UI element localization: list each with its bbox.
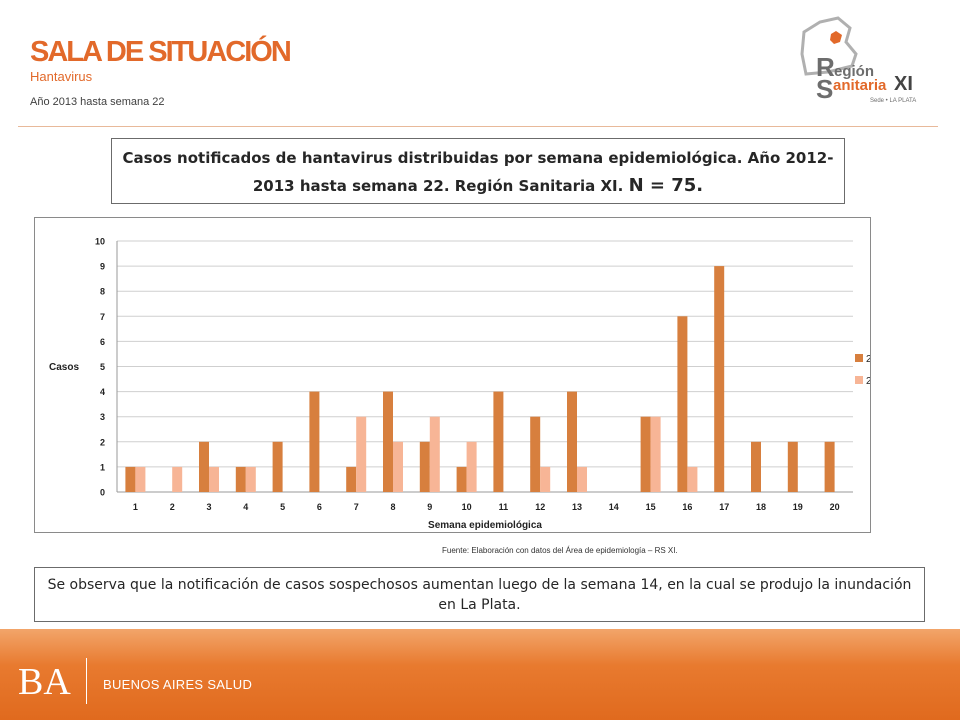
chart-legend: 2013 2012 xyxy=(855,354,870,387)
sample-size: N = 75. xyxy=(628,175,704,196)
x-tick-label: 4 xyxy=(243,502,248,512)
bar-2013-semana-6 xyxy=(309,391,320,492)
bar-2012-semana-9 xyxy=(429,416,440,492)
x-tick-label: 12 xyxy=(535,502,545,512)
footer-brand: BUENOS AIRES SALUD xyxy=(103,677,253,692)
logo-line-2: anitaria xyxy=(833,77,887,94)
bar-2013-semana-20 xyxy=(824,441,835,492)
chart-frame: 0 1 2 3 4 5 6 7 8 9 10 1 2 3 4 5 6 7 8 9 10 11 12 13 14 15 16 17 18 1… xyxy=(34,217,871,533)
x-tick-label: 18 xyxy=(756,502,766,512)
y-tick-label: 1 xyxy=(100,462,105,472)
x-tick-label: 9 xyxy=(427,502,432,512)
bar-2013-semana-10 xyxy=(456,466,467,492)
y-tick-label: 8 xyxy=(100,287,105,297)
x-tick-label: 1 xyxy=(133,502,138,512)
bar-2012-semana-2 xyxy=(172,466,183,492)
bar-2012-semana-12 xyxy=(540,466,551,492)
legend-label-2013: 2013 xyxy=(866,354,870,365)
bar-2013-semana-11 xyxy=(493,391,504,492)
bar-2013-semana-5 xyxy=(272,441,283,492)
x-tick-label: 6 xyxy=(317,502,322,512)
x-tick-label: 2 xyxy=(170,502,175,512)
x-tick-label: 3 xyxy=(206,502,211,512)
legend-swatch-2013 xyxy=(855,354,863,362)
bar-2013-semana-19 xyxy=(787,441,798,492)
bar-2013-semana-13 xyxy=(567,391,577,492)
x-tick-label: 13 xyxy=(572,502,582,512)
x-tick-label: 16 xyxy=(682,502,692,512)
x-tick-label: 11 xyxy=(499,502,509,512)
y-tick-label: 2 xyxy=(100,437,105,447)
svg-text:R: R xyxy=(816,52,835,82)
page-subtitle: Hantavirus xyxy=(30,69,93,84)
page-title: SALA DE SITUACIÓN xyxy=(30,36,292,68)
bar-2013-semana-18 xyxy=(751,441,761,492)
bar-2012-semana-7 xyxy=(356,416,367,492)
observation-note: Se observa que la notificación de casos … xyxy=(34,567,925,622)
region-highlight-icon xyxy=(830,31,842,44)
bar-2012-semana-10 xyxy=(466,441,477,492)
source-note: Fuente: Elaboración con datos del Área d… xyxy=(442,546,678,555)
bar-2013-semana-3 xyxy=(199,441,209,492)
x-axis-label: Semana epidemiológica xyxy=(428,520,542,531)
y-tick-label: 7 xyxy=(100,312,105,322)
logo-roman: XI xyxy=(894,73,913,95)
x-tick-label: 5 xyxy=(280,502,285,512)
bar-2012-semana-4 xyxy=(245,466,256,492)
bar-2012-semana-8 xyxy=(393,441,403,492)
header-divider xyxy=(18,126,938,127)
region-sanitaria-logo: R egión S anitaria XI Sede • LA PLATA xyxy=(800,16,916,104)
bar-2012-semana-13 xyxy=(577,466,587,492)
logo-tagline: Sede • LA PLATA xyxy=(870,98,916,104)
bar-2013-semana-15 xyxy=(640,416,651,492)
bar-2013-semana-1 xyxy=(125,466,136,492)
x-tick-label: 10 xyxy=(462,502,472,512)
svg-text:S: S xyxy=(816,74,833,104)
ba-logo: BA xyxy=(18,661,71,703)
y-tick-label: 6 xyxy=(100,337,105,347)
bar-2013-semana-9 xyxy=(419,441,430,492)
y-tick-label: 4 xyxy=(100,387,105,397)
bar-2012-semana-15 xyxy=(650,416,661,492)
x-tick-label: 8 xyxy=(390,502,395,512)
footer-divider xyxy=(86,658,87,704)
bar-2013-semana-7 xyxy=(346,466,357,492)
logo-line-1: egión xyxy=(834,63,874,80)
y-tick-label: 3 xyxy=(100,412,105,422)
x-tick-label: 20 xyxy=(830,502,840,512)
x-tick-label: 15 xyxy=(646,502,656,512)
x-tick-label: 14 xyxy=(609,502,619,512)
y-tick-label: 10 xyxy=(95,237,105,247)
bar-2012-semana-1 xyxy=(135,466,146,492)
footer-band xyxy=(0,629,960,720)
bar-2013-semana-17 xyxy=(714,266,725,492)
x-tick-label: 19 xyxy=(793,502,803,512)
legend-label-2012: 2012 xyxy=(866,376,870,387)
legend-swatch-2012 xyxy=(855,376,863,384)
bar-2013-semana-16 xyxy=(677,316,688,492)
chart-caption: Casos notificados de hantavirus distribu… xyxy=(122,149,834,195)
chart-caption-box: Casos notificados de hantavirus distribu… xyxy=(111,138,845,204)
report-period: Año 2013 hasta semana 22 xyxy=(30,96,165,108)
y-tick-label: 5 xyxy=(100,362,105,372)
y-tick-label: 9 xyxy=(100,262,105,272)
x-tick-label: 7 xyxy=(354,502,359,512)
bar-2013-semana-8 xyxy=(383,391,393,492)
y-tick-label: 0 xyxy=(100,488,105,498)
bar-2012-semana-16 xyxy=(687,466,698,492)
x-tick-label: 17 xyxy=(719,502,729,512)
bar-2013-semana-12 xyxy=(530,416,541,492)
province-map-outline-icon xyxy=(800,16,858,76)
y-axis-label: Casos xyxy=(49,362,79,373)
bar-2013-semana-4 xyxy=(235,466,246,492)
bar-2012-semana-3 xyxy=(209,466,219,492)
